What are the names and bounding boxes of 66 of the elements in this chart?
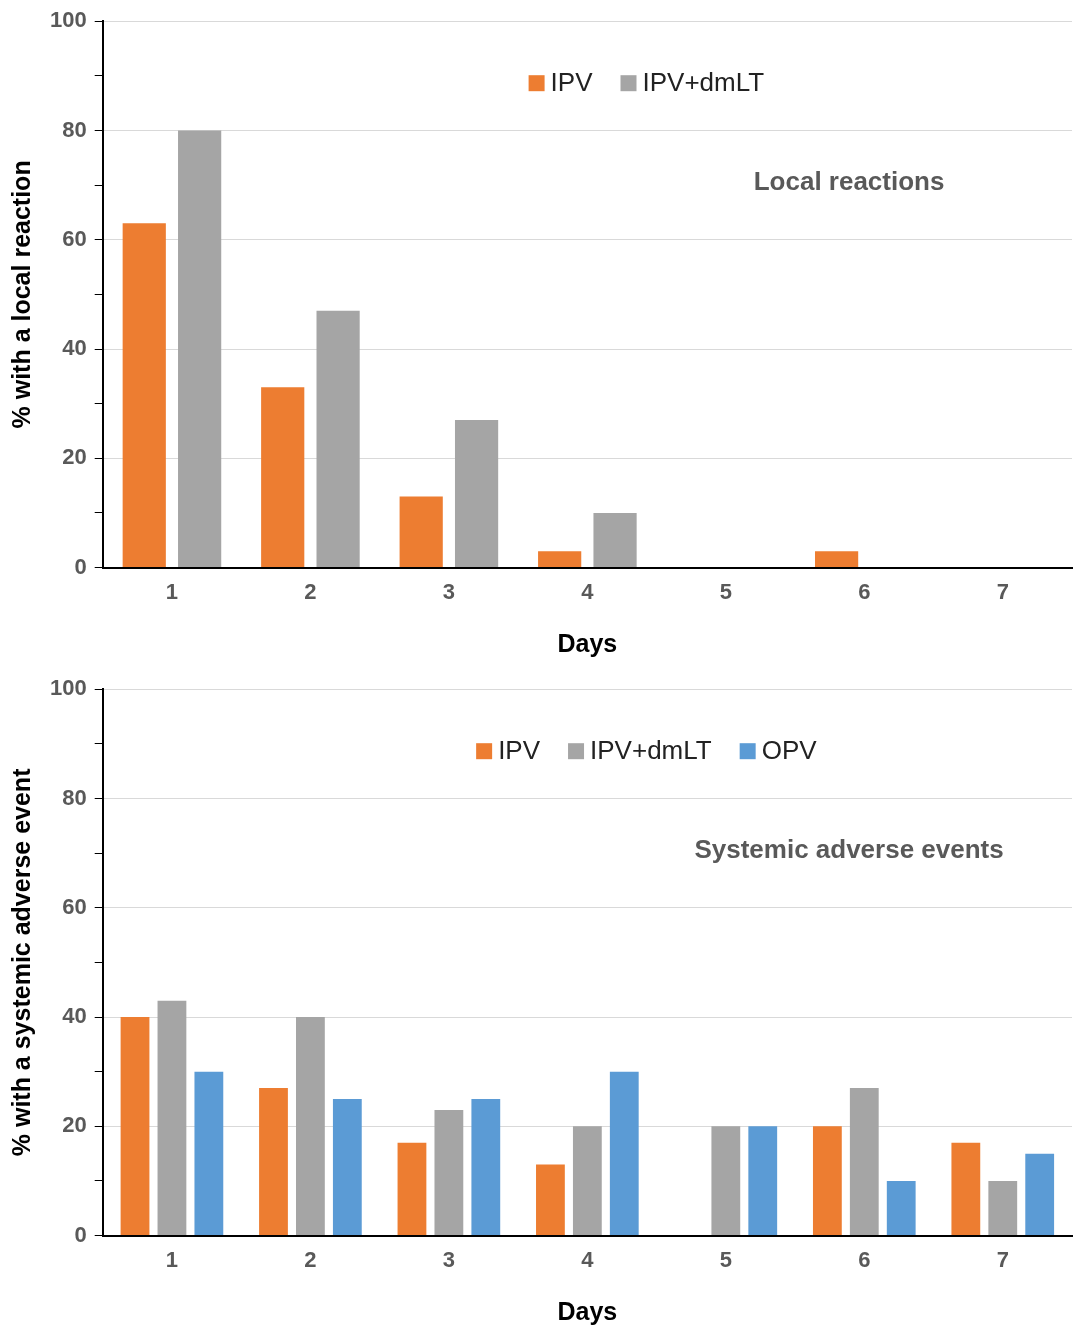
annotation: Local reactions bbox=[753, 166, 945, 197]
bar bbox=[886, 1180, 916, 1236]
bar bbox=[316, 310, 360, 568]
bar bbox=[434, 1109, 464, 1236]
x-tick-label: 7 bbox=[996, 578, 1009, 604]
bar bbox=[593, 512, 637, 568]
y-tick-label: 20 bbox=[62, 1112, 87, 1138]
legend-label: IPV+dmLT bbox=[642, 67, 765, 98]
y-tick-label: 80 bbox=[62, 784, 87, 810]
x-tick-label: 5 bbox=[719, 1246, 732, 1272]
bar bbox=[454, 420, 499, 568]
x-tick-label: 1 bbox=[165, 1246, 179, 1272]
bar bbox=[609, 1071, 639, 1236]
bar bbox=[157, 1000, 187, 1236]
y-axis-title: % with a systemic adverse event bbox=[6, 767, 35, 1157]
bar bbox=[951, 1142, 981, 1236]
legend-label: IPV bbox=[498, 735, 541, 766]
y-tick-label: 0 bbox=[74, 1221, 87, 1247]
bar bbox=[471, 1099, 501, 1236]
y-axis-title: % with a local reaction bbox=[6, 160, 35, 429]
bar bbox=[815, 551, 859, 568]
bar bbox=[259, 1088, 288, 1236]
bar bbox=[988, 1180, 1018, 1236]
bar bbox=[849, 1088, 879, 1236]
x-tick-label: 6 bbox=[858, 1246, 871, 1272]
x-tick-label: 2 bbox=[304, 1246, 317, 1272]
bar bbox=[120, 1017, 150, 1236]
bar bbox=[812, 1126, 842, 1236]
y-tick-label: 20 bbox=[62, 444, 87, 470]
y-tick-label: 40 bbox=[62, 335, 87, 361]
legend-label: IPV+dmLT bbox=[590, 735, 712, 766]
bar bbox=[536, 1164, 565, 1236]
bar bbox=[748, 1126, 778, 1236]
bar bbox=[332, 1099, 362, 1236]
bar bbox=[296, 1017, 325, 1236]
x-tick-label: 4 bbox=[581, 578, 595, 604]
bar bbox=[122, 223, 166, 568]
x-tick-label: 6 bbox=[858, 578, 871, 604]
bar bbox=[194, 1071, 224, 1236]
x-tick-label: 3 bbox=[442, 578, 456, 604]
bar bbox=[399, 496, 443, 568]
y-tick-label: 100 bbox=[49, 675, 87, 701]
legend-label: IPV bbox=[550, 67, 594, 98]
legend-label: OPV bbox=[761, 735, 818, 766]
y-tick-label: 80 bbox=[62, 116, 87, 142]
x-tick-label: 5 bbox=[719, 578, 732, 604]
x-tick-label: 2 bbox=[304, 578, 317, 604]
annotation: Systemic adverse events bbox=[694, 834, 1004, 865]
bar bbox=[178, 130, 222, 568]
y-tick-label: 60 bbox=[62, 893, 87, 919]
y-tick-label: 40 bbox=[62, 1003, 87, 1029]
x-axis-title: Days bbox=[557, 628, 618, 657]
y-tick-label: 100 bbox=[49, 7, 87, 33]
bar bbox=[711, 1126, 741, 1236]
y-tick-label: 60 bbox=[62, 225, 87, 251]
x-tick-label: 4 bbox=[581, 1246, 595, 1272]
x-tick-label: 7 bbox=[996, 1246, 1009, 1272]
y-tick-label: 0 bbox=[74, 553, 87, 579]
bar bbox=[572, 1126, 602, 1236]
bar bbox=[261, 387, 305, 568]
x-axis-title: Days bbox=[557, 1296, 618, 1325]
x-tick-label: 1 bbox=[165, 578, 179, 604]
bar bbox=[538, 551, 582, 568]
bar bbox=[397, 1142, 427, 1236]
bar bbox=[1025, 1153, 1055, 1236]
x-tick-label: 3 bbox=[442, 1246, 456, 1272]
